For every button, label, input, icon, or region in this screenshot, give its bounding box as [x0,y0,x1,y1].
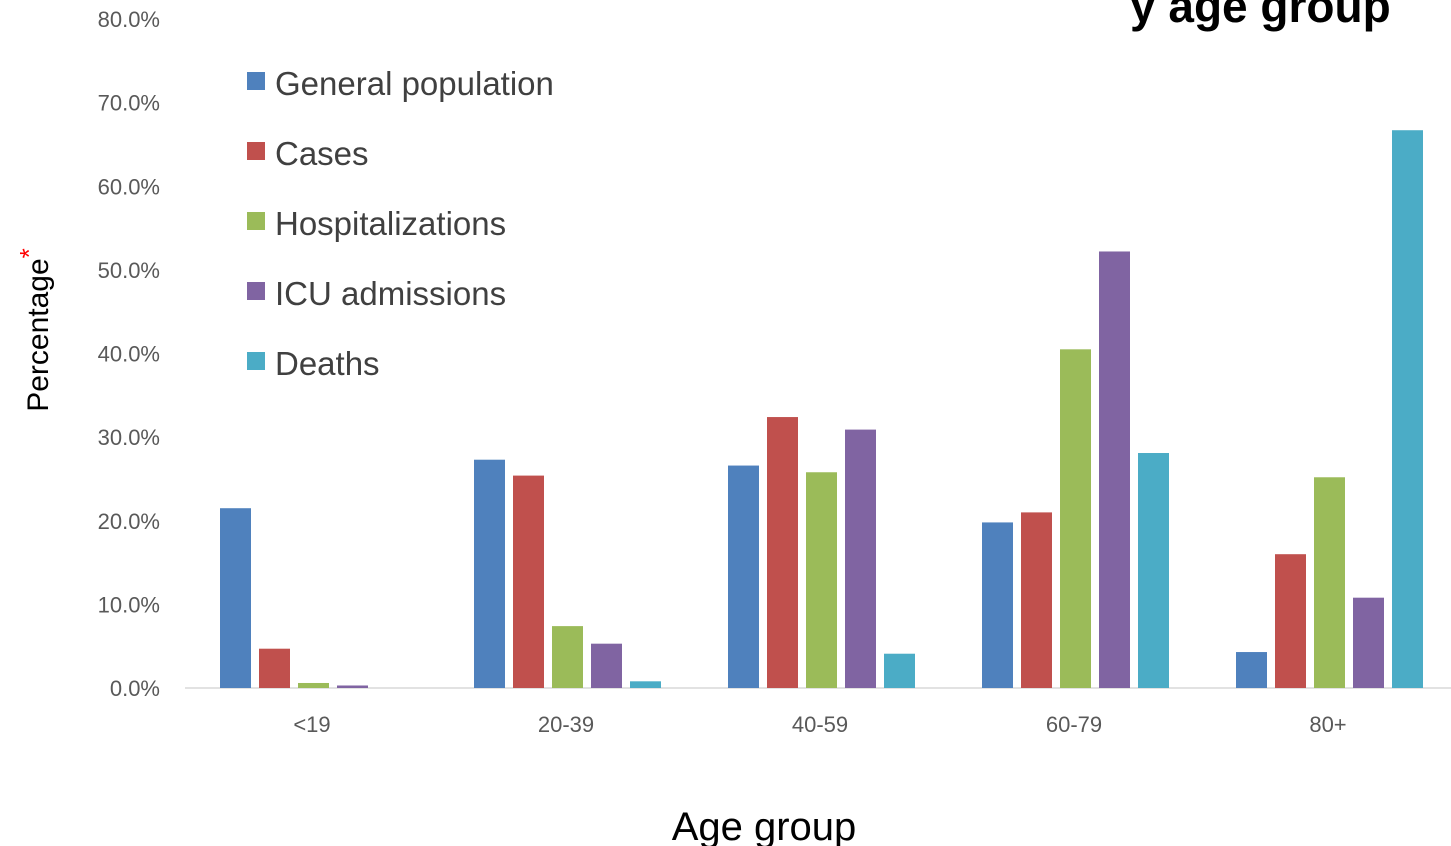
legend-swatch [247,72,265,90]
bar [337,685,368,688]
y-tick-label: 50.0% [98,258,160,283]
bar [1099,251,1130,689]
y-tick-labels: 0.0% 10.0% 20.0% 30.0% 40.0% 50.0% 60.0% 70.0% 8… [98,7,160,701]
legend-swatch [247,282,265,300]
y-axis-title: Percentage* [14,248,55,412]
bar [298,682,329,688]
y-tick-label: 60.0% [98,174,160,199]
bar [1392,130,1423,688]
bar [845,429,876,688]
bar [1236,652,1267,688]
y-tick-label: 20.0% [98,509,160,534]
legend-label: Deaths [275,345,380,382]
bars [220,130,1423,689]
x-tick-label: 80+ [1309,712,1346,737]
bar [552,626,583,688]
x-axis-title: Age group [672,805,857,846]
x-tick-label: <19 [293,712,330,737]
y-tick-label: 10.0% [98,592,160,617]
legend-label: ICU admissions [275,275,506,312]
legend-swatch [247,212,265,230]
y-tick-label: 40.0% [98,342,160,367]
legend-label: Cases [275,135,369,172]
chart-title: y age group [1130,0,1391,32]
bar [728,465,759,688]
bar [982,522,1013,688]
bar [220,508,251,688]
legend-label: General population [275,65,554,102]
y-tick-label: 70.0% [98,91,160,116]
y-axis-title-text: Percentage [22,258,55,411]
bar [513,475,544,688]
x-tick-label: 40-59 [792,712,848,737]
bar [630,681,661,688]
x-tick-label: 60-79 [1046,712,1102,737]
bar [884,653,915,688]
y-tick-label: 0.0% [110,676,160,701]
chart-title-group: y age group [1130,0,1391,32]
legend-swatch [247,352,265,370]
y-axis-title-marker: * [14,248,44,258]
legend: General population Cases Hospitalizations I… [247,65,554,382]
bar [1060,349,1091,688]
bar [474,459,505,688]
bar [1314,477,1345,688]
bar [806,472,837,688]
bar [767,417,798,688]
bar [259,648,290,688]
x-tick-label: 20-39 [538,712,594,737]
bar [1021,512,1052,688]
bar [1138,453,1169,688]
bar [1353,597,1384,688]
legend-swatch [247,142,265,160]
legend-label: Hospitalizations [275,205,506,242]
bar [591,643,622,688]
x-tick-labels: <19 20-39 40-59 60-79 80+ [293,712,1346,737]
bar [1275,554,1306,688]
y-tick-label: 30.0% [98,425,160,450]
y-tick-label: 80.0% [98,7,160,32]
